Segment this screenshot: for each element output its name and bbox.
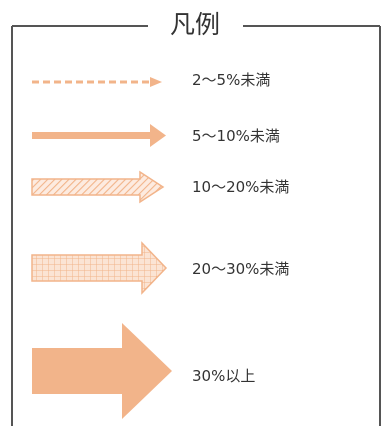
legend-title: 凡例	[150, 6, 240, 44]
solid-arrow-icon	[32, 124, 166, 147]
legend-border	[11, 25, 381, 426]
hatched-arrow-icon	[31, 170, 165, 204]
grid-arrow-icon	[31, 241, 168, 295]
legend-label-20-30: 20～30%未満	[192, 260, 290, 278]
legend-label-2-5: 2～5%未満	[192, 71, 271, 89]
legend-label-5-10: 5～10%未満	[192, 127, 280, 145]
large-filled-arrow-icon	[32, 323, 172, 419]
dashed-arrow-icon	[32, 77, 162, 87]
legend-label-10-20: 10～20%未満	[192, 178, 290, 196]
legend-label-30-plus: 30%以上	[192, 367, 256, 385]
